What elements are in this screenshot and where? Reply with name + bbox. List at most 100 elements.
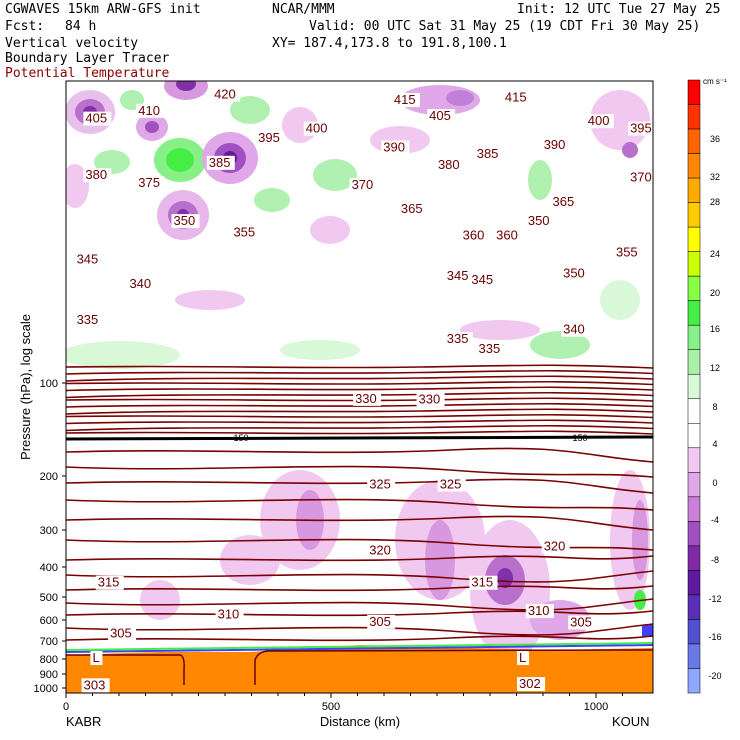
colorbar-swatch (687, 300, 701, 326)
theta-label: 345 (447, 268, 469, 283)
theta-label: 310 (218, 606, 240, 621)
theta-label: 335 (447, 331, 469, 346)
low-marker: L (519, 650, 526, 665)
valid-time: Valid: 00 UTC Sat 31 May 25 (19 CDT Fri … (309, 19, 701, 34)
theta-label: 395 (630, 121, 652, 136)
theta-label: 390 (383, 139, 405, 154)
theta-label: 360 (463, 228, 485, 243)
colorbar-swatch (687, 275, 701, 301)
theta-label: 375 (138, 175, 160, 190)
y-tick-label: 600 (40, 615, 58, 627)
theta-label: 415 (505, 89, 527, 104)
theta-label: 325 (369, 477, 391, 492)
low-marker: L (92, 650, 99, 665)
colorbar-tick-label: 28 (710, 197, 720, 207)
model-title: CGWAVES 15km ARW-GFS init (5, 2, 201, 17)
colorbar-tick-label: 4 (712, 439, 717, 449)
colorbar-swatch (687, 104, 701, 130)
y-tick-label: 1000 (34, 683, 58, 695)
theta-label: 350 (563, 265, 585, 280)
colorbar-tick-label: -8 (711, 555, 719, 565)
theta-label: 370 (630, 169, 652, 184)
colorbar-swatch (687, 177, 701, 203)
theta-label: 355 (616, 244, 638, 259)
left-endpoint-label: KABR (66, 714, 101, 729)
y-tick-label: 700 (40, 636, 58, 648)
theta-label: 330 (419, 392, 441, 407)
theta-label: 315 (471, 575, 493, 590)
colorbar-swatch (687, 153, 701, 179)
x-tick-label: 0 (63, 701, 69, 713)
cross-section-coords: XY= 187.4,173.8 to 191.8,100.1 (272, 36, 507, 51)
colorbar-swatch (687, 373, 701, 400)
y-tick-label: 500 (40, 592, 58, 604)
colorbar-swatch (687, 324, 701, 350)
theta-label: 405 (429, 108, 451, 123)
y-axis-title: Pressure (hPa), log scale (18, 314, 33, 460)
theta-label: 310 (528, 603, 550, 618)
colorbar-tick-label: 12 (710, 363, 720, 373)
colorbar-tick-label: -4 (711, 515, 719, 525)
y-tick-label: 200 (40, 471, 58, 483)
x-axis-title: Distance (km) (320, 714, 400, 729)
theta-label: 405 (85, 111, 107, 126)
theta-label: 395 (258, 130, 280, 145)
theta-label: 400 (306, 121, 328, 136)
theta-label: 370 (352, 177, 374, 192)
colorbar-tick-label: 16 (710, 324, 720, 334)
init-time: Init: 12 UTC Tue 27 May 25 (517, 2, 721, 17)
theta-label: 360 (496, 228, 518, 243)
theta-label: 400 (588, 113, 610, 128)
theta-label: 303 (84, 677, 106, 692)
theta-label: 330 (355, 391, 377, 406)
colorbar-units: cm s⁻¹ (703, 77, 727, 86)
theta-label: 420 (214, 87, 236, 102)
theta-label: 340 (563, 322, 585, 337)
colorbar-swatch (687, 423, 701, 449)
theta-label: 350 (174, 213, 196, 228)
colorbar-swatch (687, 202, 701, 228)
colorbar-swatch (687, 496, 701, 522)
colorbar-swatch (687, 570, 701, 596)
colorbar-swatch (687, 226, 701, 252)
colorbar-swatch (687, 619, 701, 645)
theta-label: 380 (85, 167, 107, 182)
colorbar-tick-label: -16 (708, 632, 721, 642)
tropopause-label: 150 (573, 433, 588, 443)
boundary-layer-tracer (66, 645, 653, 693)
x-tick-label: 500 (322, 701, 340, 713)
colorbar-tick-label: 36 (710, 134, 720, 144)
colorbar-swatch (687, 251, 701, 277)
colorbar-swatch (687, 79, 701, 105)
field-potential-temperature: Potential Temperature (5, 66, 170, 81)
distance-axis: 0 500 1000 (63, 693, 623, 713)
theta-label: 355 (233, 225, 255, 240)
theta-label: 305 (369, 614, 391, 629)
colorbar-tick-label: 32 (710, 172, 720, 182)
theta-label: 335 (478, 341, 500, 356)
colorbar-swatch (687, 472, 701, 498)
theta-label: 320 (369, 543, 391, 558)
theta-label: 380 (438, 157, 460, 172)
colorbar-swatch (687, 349, 701, 375)
colorbar: 36 32 28 24 20 16 12 8 4 0 -4 -8 -12 -16 -20 (687, 79, 722, 694)
theta-label: 345 (471, 272, 493, 287)
org-label: NCAR/MMM (272, 2, 335, 17)
theta-label: 410 (138, 103, 160, 118)
theta-label: 305 (110, 625, 132, 640)
theta-label: 320 (544, 538, 566, 553)
colorbar-tick-label: 24 (710, 249, 720, 259)
tropopause-line (66, 435, 653, 441)
colorbar-swatch (687, 594, 701, 620)
colorbar-swatch (687, 643, 701, 669)
colorbar-tick-label: -20 (708, 671, 721, 681)
plot-frame (65, 80, 654, 694)
colorbar-swatch (687, 447, 701, 473)
y-tick-label: 400 (40, 562, 58, 574)
theta-label: 345 (77, 252, 99, 267)
pressure-axis: 100 200 300 400 500 600 700 800 900 1000 (34, 378, 66, 695)
theta-label: 385 (477, 146, 499, 161)
right-endpoint-label: KOUN (612, 714, 650, 729)
theta-label: 420 (530, 69, 552, 84)
